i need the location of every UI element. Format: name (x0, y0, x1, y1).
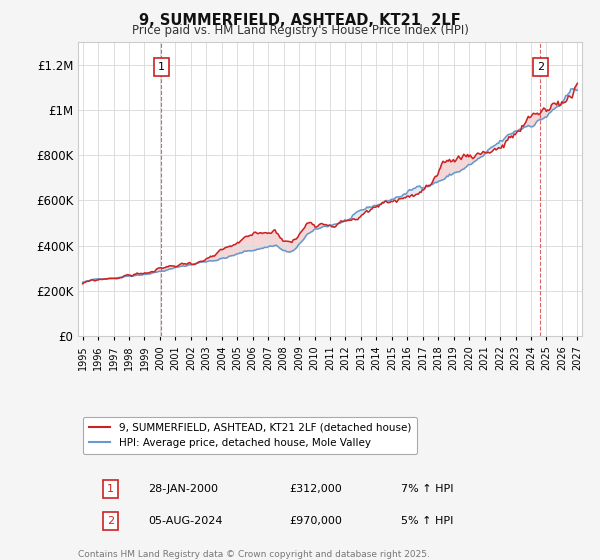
Text: £970,000: £970,000 (290, 516, 343, 526)
Text: 2: 2 (536, 62, 544, 72)
Text: 5% ↑ HPI: 5% ↑ HPI (401, 516, 453, 526)
Text: 1: 1 (158, 62, 164, 72)
Text: £312,000: £312,000 (290, 484, 343, 494)
Text: 7% ↑ HPI: 7% ↑ HPI (401, 484, 453, 494)
Text: Contains HM Land Registry data © Crown copyright and database right 2025.
This d: Contains HM Land Registry data © Crown c… (78, 550, 430, 560)
Legend: 9, SUMMERFIELD, ASHTEAD, KT21 2LF (detached house), HPI: Average price, detached: 9, SUMMERFIELD, ASHTEAD, KT21 2LF (detac… (83, 417, 417, 454)
Text: 9, SUMMERFIELD, ASHTEAD, KT21  2LF: 9, SUMMERFIELD, ASHTEAD, KT21 2LF (139, 13, 461, 28)
Text: 05-AUG-2024: 05-AUG-2024 (149, 516, 223, 526)
Text: Price paid vs. HM Land Registry's House Price Index (HPI): Price paid vs. HM Land Registry's House … (131, 24, 469, 37)
Text: 28-JAN-2000: 28-JAN-2000 (149, 484, 218, 494)
Text: 1: 1 (107, 484, 114, 494)
Text: 2: 2 (107, 516, 115, 526)
